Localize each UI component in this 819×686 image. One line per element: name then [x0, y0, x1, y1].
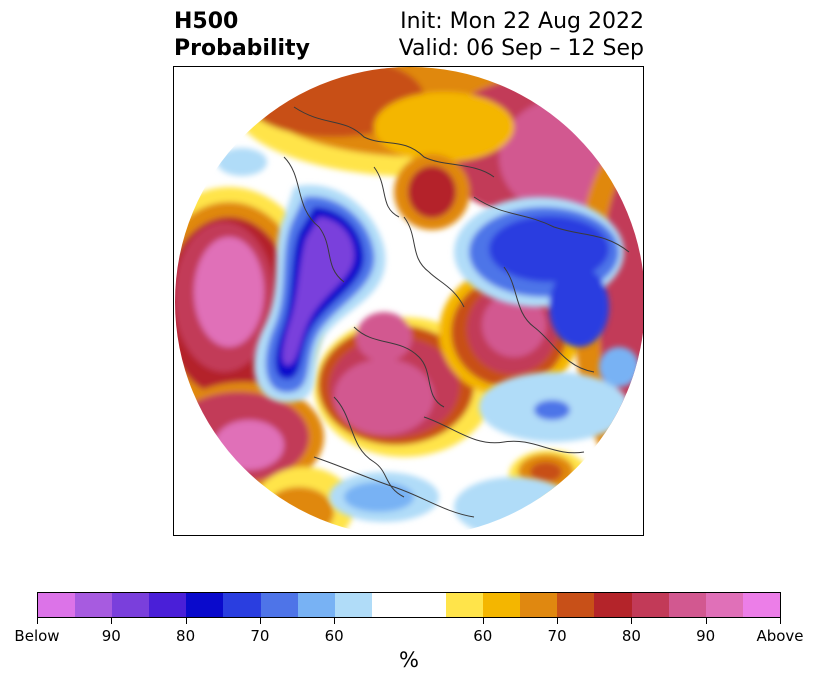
colorbar-tick-label: 70 — [547, 627, 567, 645]
coastlines — [283, 106, 630, 518]
colorbar-tick — [705, 618, 707, 624]
colorbar-unit-label: % — [399, 648, 419, 672]
colorbar-cell — [112, 593, 150, 617]
colorbar-tick-label: 70 — [250, 627, 270, 645]
colorbar — [37, 592, 781, 618]
colorbar-cell — [557, 593, 595, 617]
colorbar-tick — [259, 618, 261, 624]
colorbar-cell — [149, 593, 187, 617]
chart-title: H500 Probability — [174, 8, 310, 62]
colorbar-cell — [668, 593, 706, 617]
colorbar-cell — [297, 593, 335, 617]
colorbar-cell — [334, 593, 372, 617]
forecast-dates: Init: Mon 22 Aug 2022 Valid: 06 Sep – 12… — [399, 8, 644, 62]
title-product: Probability — [174, 36, 310, 61]
colorbar-tick — [631, 618, 633, 624]
init-date: Init: Mon 22 Aug 2022 — [400, 9, 644, 34]
colorbar-cell — [223, 593, 261, 617]
colorbar-tick — [482, 618, 484, 624]
map-panel — [173, 66, 644, 536]
colorbar-cell — [520, 593, 558, 617]
colorbar-tick-label: 80 — [621, 627, 641, 645]
colorbar-cell — [594, 593, 632, 617]
colorbar-cell — [408, 593, 447, 617]
colorbar-cell — [446, 593, 484, 617]
colorbar-cell — [75, 593, 113, 617]
title-variable: H500 — [174, 9, 239, 34]
colorbar-cell — [186, 593, 224, 617]
valid-range: Valid: 06 Sep – 12 Sep — [398, 36, 644, 61]
colorbar-tick — [37, 618, 38, 624]
colorbar-cell — [483, 593, 521, 617]
colorbar-tick — [557, 618, 559, 624]
colorbar-tick-label: 60 — [324, 627, 344, 645]
colorbar-tick-label: Below — [14, 627, 60, 645]
colorbar-tick-label: 90 — [696, 627, 716, 645]
colorbar-tick-label: 90 — [101, 627, 121, 645]
colorbar-cell — [38, 593, 76, 617]
colorbar-tick — [111, 618, 113, 624]
probability-field — [175, 67, 643, 535]
colorbar-tick-label: Above — [756, 627, 804, 645]
colorbar-cell — [705, 593, 743, 617]
colorbar-tick — [780, 618, 781, 624]
colorbar-cell — [260, 593, 298, 617]
colorbar-tick — [334, 618, 336, 624]
colorbar-cell — [742, 593, 780, 617]
probability-map — [175, 67, 643, 535]
colorbar-tick-label: 60 — [473, 627, 493, 645]
colorbar-cell — [371, 593, 409, 617]
colorbar-tick — [185, 618, 187, 624]
colorbar-tick-label: 80 — [176, 627, 196, 645]
colorbar-cell — [631, 593, 669, 617]
